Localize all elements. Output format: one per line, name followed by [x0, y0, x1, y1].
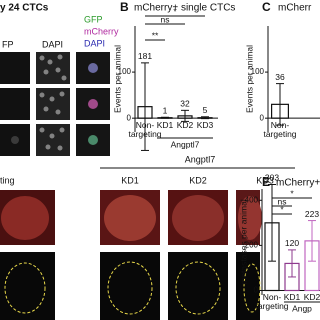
y-axis-label: metastases per animal [238, 199, 248, 285]
total-label: 223 [305, 209, 319, 219]
column-label: KD2 [189, 175, 207, 185]
panel-letter: E [262, 175, 270, 189]
significance-label: ns [278, 196, 287, 206]
column-label: DAPI [42, 39, 63, 49]
micrographs [0, 52, 110, 156]
y-axis-label: Events per animal [244, 45, 254, 113]
total-label: 36 [275, 72, 285, 82]
chart-title: mCherry+ single CTCs [134, 3, 235, 14]
legend-mcherry: mCherry [84, 26, 119, 36]
column-label: FP [2, 39, 14, 49]
significance-label: * [290, 188, 294, 198]
x-tick-label: KD2 [176, 120, 194, 131]
x-tick-label: Non-targeting [128, 120, 162, 140]
y-tick-label: 0 [127, 113, 132, 122]
total-label: 1 [163, 106, 168, 116]
legend-gfp: GFP [84, 14, 103, 24]
total-label: 32 [180, 99, 190, 109]
panel-a-title: y 24 CTCs [0, 3, 49, 14]
x-tick-label: Non-targeting [263, 120, 297, 140]
total-label: 120 [285, 238, 299, 248]
x-tick-label: KD1 [156, 120, 174, 131]
y-tick-label: 100 [251, 67, 265, 76]
chart-title: mCherry+ lung m [276, 178, 320, 189]
x-tick-label: KD3 [196, 120, 214, 131]
total-label: 181 [138, 51, 152, 61]
chart-title: mCherr [278, 3, 312, 14]
y-tick-label: 0 [260, 113, 265, 122]
total-label: 5 [203, 105, 208, 115]
lung-images [0, 167, 295, 320]
group-label: Angptl7 [185, 154, 216, 164]
column-label: ting [0, 175, 15, 185]
column-label: KD1 [121, 175, 139, 185]
significance-label: ** [152, 30, 159, 40]
column-label: KD3 [256, 175, 274, 185]
y-axis-label: Events per animal [112, 45, 122, 113]
panel-letter: C [262, 0, 271, 14]
x-tick-label: KD2 [303, 292, 320, 303]
group-label: Angptl7 [171, 139, 200, 149]
significance-label: * [280, 204, 284, 214]
panel-letter: B [120, 0, 129, 14]
group-label: Angp [292, 303, 312, 313]
total-label: 303 [265, 173, 279, 183]
x-tick-label: Non-targeting [255, 292, 289, 312]
y-tick-label: 200 [245, 240, 259, 249]
y-tick-label: 100 [118, 67, 132, 76]
y-tick-label: 400 [245, 195, 259, 204]
significance-label: * [173, 6, 177, 16]
x-tick-label: KD1 [283, 292, 301, 303]
y-tick-label: 0 [254, 286, 259, 295]
significance-label: ns [161, 14, 170, 24]
legend-dapi: DAPI [84, 38, 105, 48]
